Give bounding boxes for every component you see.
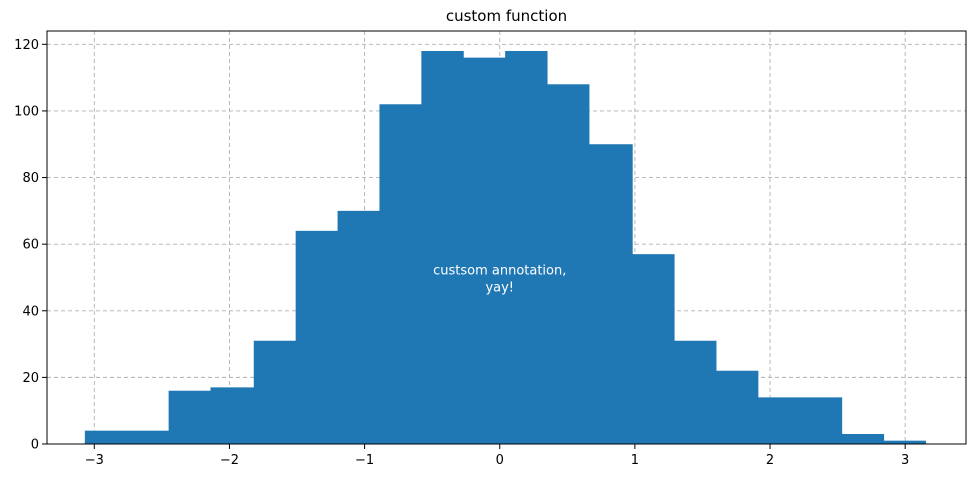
histogram-bar <box>210 387 255 444</box>
y-tick-label: 120 <box>14 38 39 53</box>
histogram-bar <box>588 144 633 444</box>
y-tick-label: 40 <box>22 304 39 319</box>
histogram-bar <box>841 434 885 444</box>
histogram-bar <box>253 340 297 444</box>
histogram-bar <box>295 230 339 444</box>
chart-title: custom function <box>446 7 567 25</box>
y-tick-label: 100 <box>14 104 39 119</box>
histogram-bar <box>337 210 380 444</box>
y-tick-label: 60 <box>22 238 39 253</box>
histogram-bar <box>126 430 170 444</box>
histogram-bar <box>715 370 759 444</box>
histogram-bar <box>799 397 843 444</box>
x-tick-label: −1 <box>355 453 374 468</box>
histogram-bar <box>168 390 212 444</box>
annotation-layer: custsom annotation, yay! <box>433 263 566 295</box>
histogram-bar <box>674 340 717 444</box>
histogram-bar <box>883 440 926 444</box>
y-tick-label: 80 <box>22 171 39 186</box>
ticks-layer: −3 −2 −1 0 1 2 3 0 20 40 60 80 100 120 <box>14 38 909 468</box>
y-tick-label: 0 <box>31 438 39 453</box>
histogram-bar <box>547 84 590 445</box>
x-tick-label: 1 <box>631 453 639 468</box>
bars-layer <box>84 50 926 445</box>
x-tick-label: −2 <box>220 453 239 468</box>
histogram-bar <box>632 254 675 444</box>
histogram-bar <box>505 50 548 444</box>
x-tick-label: 2 <box>766 453 774 468</box>
histogram-bar <box>379 104 422 444</box>
histogram-bar <box>84 430 128 444</box>
x-tick-label: −3 <box>85 453 104 468</box>
x-tick-label: 0 <box>496 453 504 468</box>
histogram-bar <box>757 397 801 444</box>
histogram-bar <box>421 50 464 444</box>
annotation-line-2: yay! <box>485 280 514 295</box>
x-tick-label: 3 <box>901 453 909 468</box>
histogram-bar <box>463 57 506 444</box>
axes-frame <box>46 30 967 445</box>
annotation-line-1: custsom annotation, <box>433 263 566 278</box>
y-tick-label: 20 <box>22 371 39 386</box>
